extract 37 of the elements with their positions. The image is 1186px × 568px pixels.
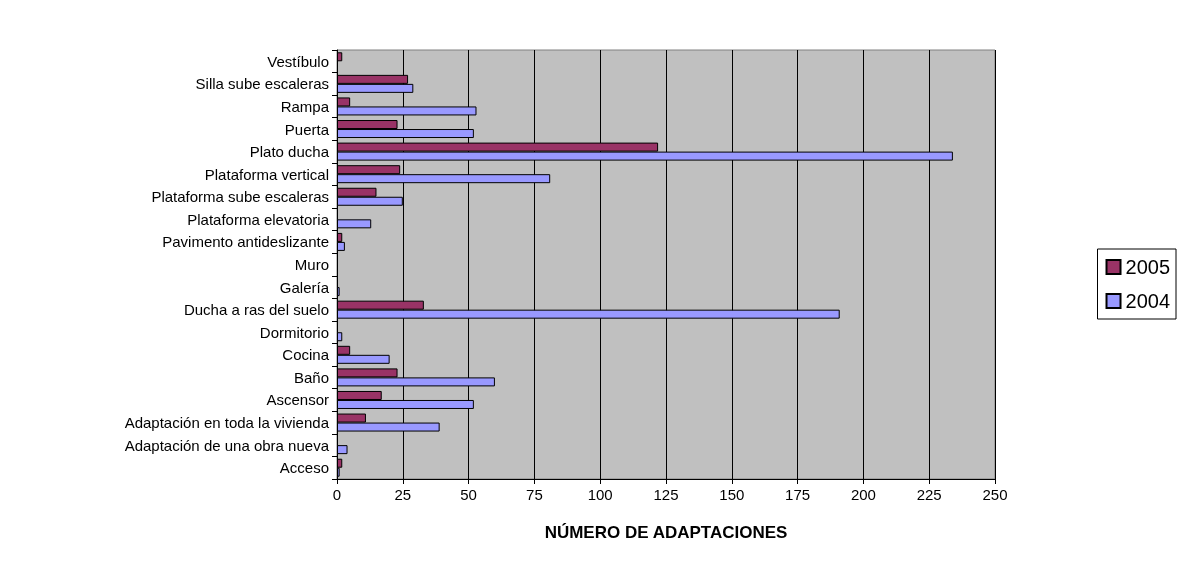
x-tick-label: 125: [653, 486, 679, 503]
y-tick-label: Baño: [293, 368, 329, 386]
y-tick-label: Adaptación en toda la vivienda: [124, 414, 330, 432]
x-tick-label: 75: [526, 486, 543, 503]
y-tick-label: Plataforma sube escaleras: [151, 188, 329, 206]
x-tick-label: 250: [982, 486, 1008, 503]
x-tick-label: 100: [587, 486, 613, 503]
x-tick-label: 150: [719, 486, 745, 503]
y-tick-label: Pavimento antideslizante: [162, 233, 329, 251]
x-tick-label: 200: [850, 486, 876, 503]
x-tick-label: 175: [785, 486, 811, 503]
x-tick-label: 225: [916, 486, 942, 503]
y-tick-label: Muro: [294, 256, 329, 273]
y-tick-label: Plataforma elevatoria: [187, 210, 330, 228]
y-tick-label: Galería: [279, 278, 330, 296]
y-tick-label: Adaptación de una obra nueva: [124, 436, 330, 454]
y-tick-label: Plato ducha: [249, 143, 330, 161]
y-tick-label: Acceso: [279, 459, 329, 477]
bar: [337, 445, 348, 455]
y-tick-label: Silla sube escaleras: [195, 75, 329, 93]
x-tick-label: 50: [460, 486, 477, 503]
x-tick-label: 0: [332, 486, 342, 503]
y-tick-label: Rampa: [280, 97, 330, 115]
y-tick-label: Cocina: [282, 346, 330, 364]
x-axis-title: NÚMERO DE ADAPTACIONES: [544, 523, 788, 542]
x-tick-label: 25: [394, 486, 412, 503]
y-tick-label: Ducha a ras del suelo: [183, 301, 329, 319]
y-tick-label: Plataforma vertical: [204, 165, 329, 183]
legend-label: 2004: [1125, 290, 1171, 312]
y-tick-label: Dormitorio: [259, 323, 329, 341]
y-tick-label: Ascensor: [266, 391, 329, 409]
y-tick-label: Vestíbulo: [267, 52, 329, 70]
bar: [337, 332, 343, 342]
bar: [337, 219, 372, 229]
y-tick-label: Puerta: [284, 120, 330, 138]
legend-label: 2005: [1125, 256, 1171, 278]
bar: [337, 52, 343, 62]
